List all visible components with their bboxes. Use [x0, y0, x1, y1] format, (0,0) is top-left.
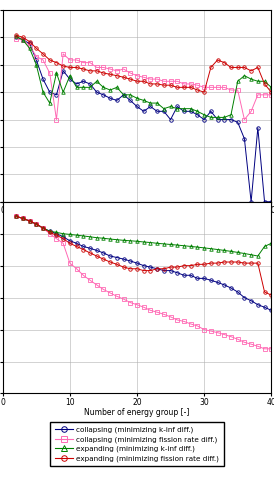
X-axis label: Number of energy group [-]: Number of energy group [-] [84, 216, 190, 226]
Legend: collapsing (minimizing k-inf diff.), collapsing (minimizing fission rate diff.),: collapsing (minimizing k-inf diff.), col… [50, 422, 224, 466]
X-axis label: Number of energy group [-]: Number of energy group [-] [84, 408, 190, 417]
